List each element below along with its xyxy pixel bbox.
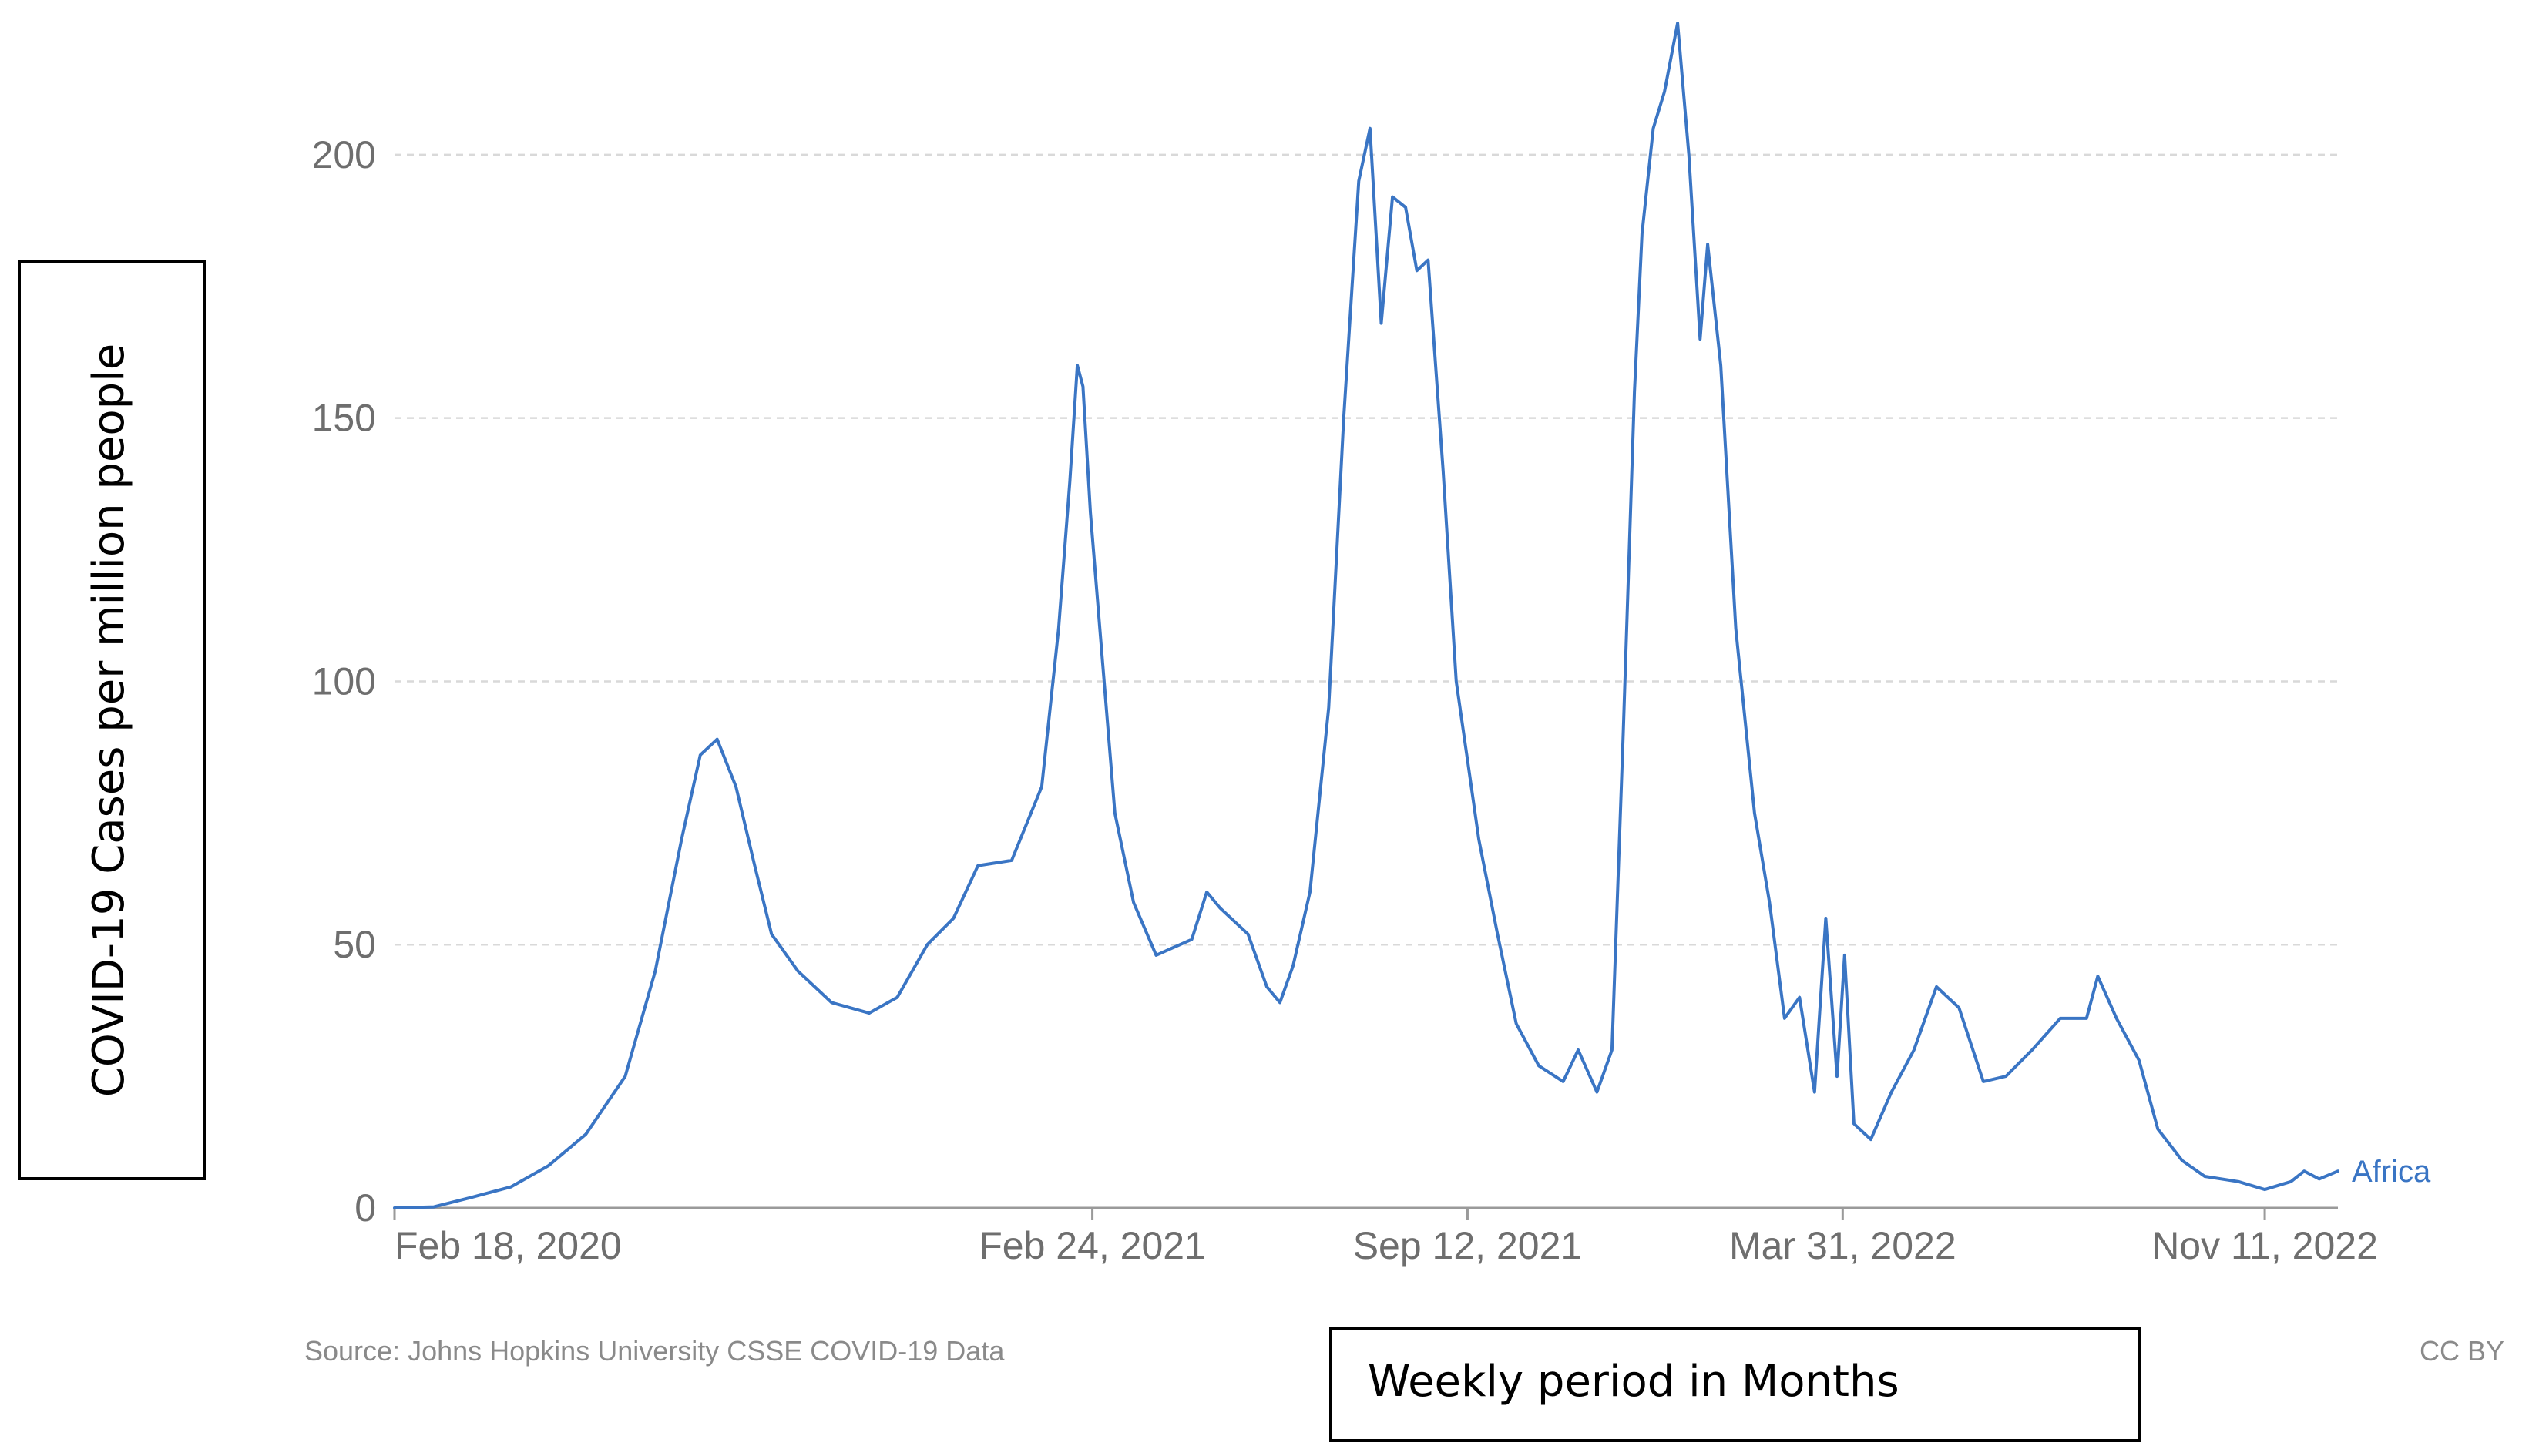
x-axis-title-box: Weekly period in Months <box>1329 1327 2141 1442</box>
y-tick-labels: 0 50 100 150 200 <box>312 133 376 1230</box>
y-tick-label: 150 <box>312 397 376 440</box>
x-tick-label: Sep 12, 2021 <box>1353 1224 1583 1267</box>
y-axis-title-box: COVID-19 Cases per million people <box>18 260 206 1180</box>
x-tick-label: Mar 31, 2022 <box>1729 1224 1956 1267</box>
series-lines: Africa <box>393 22 2431 1209</box>
x-axis: Feb 18, 2020 Feb 24, 2021 Sep 12, 2021 Mar … <box>393 1206 2378 1267</box>
gridlines <box>395 153 2338 946</box>
series-label: Africa <box>2352 1155 2431 1189</box>
x-axis-title-frame <box>1329 1327 2141 1442</box>
y-tick-label: 100 <box>312 659 376 703</box>
y-axis-title-frame <box>18 260 206 1180</box>
x-axis-title: Weekly period in Months <box>1368 1357 1899 1407</box>
y-tick-label: 200 <box>312 133 376 176</box>
y-tick-label: 50 <box>333 923 376 966</box>
y-tick-label: 0 <box>354 1186 376 1230</box>
x-tick-label: Feb 24, 2021 <box>979 1224 1206 1267</box>
y-axis-title: COVID-19 Cases per million people <box>84 344 134 1097</box>
series-line-africa <box>393 22 2339 1209</box>
source-note: Source: Johns Hopkins University CSSE CO… <box>304 1335 1005 1367</box>
x-tick-label: Nov 11, 2022 <box>2151 1224 2378 1267</box>
x-tick-label: Feb 18, 2020 <box>395 1224 622 1267</box>
license-note: CC BY <box>2420 1335 2504 1367</box>
